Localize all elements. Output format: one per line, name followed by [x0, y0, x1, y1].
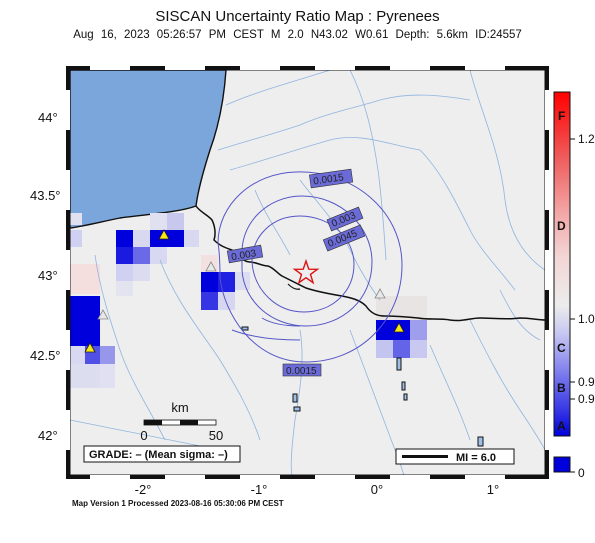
colorbar-letter: F — [558, 109, 565, 123]
scale-right: 50 — [209, 428, 223, 443]
colorbar: F D C B A 1.2 1.0 0.9 0.9 0 — [553, 91, 595, 480]
uncertainty-grid — [70, 213, 427, 388]
processing-footer: Map Version 1 Processed 2023-08-16 05:30… — [72, 499, 284, 508]
lon-labels: -2° -1° 0° 1° — [135, 482, 500, 497]
scale-unit: km — [171, 400, 188, 415]
map-area: 0.0015 0.003 0.0045 0.003 0.0015 km — [70, 70, 545, 475]
stations — [84, 229, 405, 353]
colorbar-letter: C — [557, 341, 566, 355]
scale-left: 0 — [140, 428, 147, 443]
lon-tick-label: -1° — [251, 482, 268, 497]
colorbar-letter: D — [557, 219, 566, 233]
lat-tick-label: 43.5° — [30, 188, 61, 203]
colorbar-value: 0 — [578, 466, 585, 480]
ocean — [70, 70, 227, 229]
contour-label: 0.0015 — [313, 172, 345, 187]
border — [195, 205, 545, 322]
epicenter-star-icon — [292, 258, 320, 285]
station-icon — [393, 322, 405, 333]
mi-text: MI = 6.0 — [456, 452, 496, 464]
lat-labels: 44° 43.5° 43° 42.5° 42° — [30, 110, 61, 443]
event-info: Aug 16, 2023 05:26:57 PM CEST M 2.0 N43.… — [73, 29, 522, 41]
colorbar-value: 1.0 — [578, 312, 595, 326]
lat-tick-label: 43° — [38, 268, 58, 283]
grade-text: GRADE: – (Mean sigma: –) — [89, 449, 228, 461]
station-icon — [84, 342, 96, 353]
colorbar-value: 1.2 — [578, 132, 595, 146]
lat-tick-label: 42° — [38, 428, 58, 443]
station-icon — [374, 288, 386, 299]
grade-box: GRADE: – (Mean sigma: –) — [83, 445, 241, 463]
rivers — [70, 70, 545, 475]
station-icon — [205, 261, 217, 272]
lakes — [241, 326, 484, 447]
map-title: SISCAN Uncertainty Ratio Map : Pyrenees — [155, 8, 440, 25]
lon-tick-label: -2° — [135, 482, 152, 497]
mi-box: MI = 6.0 — [395, 448, 515, 465]
lon-tick-label: 0° — [371, 482, 383, 497]
colorbar-letter: A — [557, 419, 566, 433]
colorbar-letter: B — [557, 381, 566, 395]
station-icon — [158, 229, 170, 240]
lon-tick-label: 1° — [487, 482, 499, 497]
frame-ticks — [66, 66, 549, 479]
colorbar-value: 0.9 — [578, 392, 595, 406]
lat-tick-label: 44° — [38, 110, 58, 125]
contour-label: 0.003 — [231, 248, 258, 263]
scale-bar: km 0 50 — [140, 400, 223, 443]
contours — [217, 171, 403, 363]
lat-tick-label: 42.5° — [30, 348, 61, 363]
station-icon — [97, 309, 109, 320]
border-enclave — [287, 283, 301, 290]
contour-label: 0.0015 — [286, 366, 317, 377]
colorbar-value: 0.9 — [578, 375, 595, 389]
